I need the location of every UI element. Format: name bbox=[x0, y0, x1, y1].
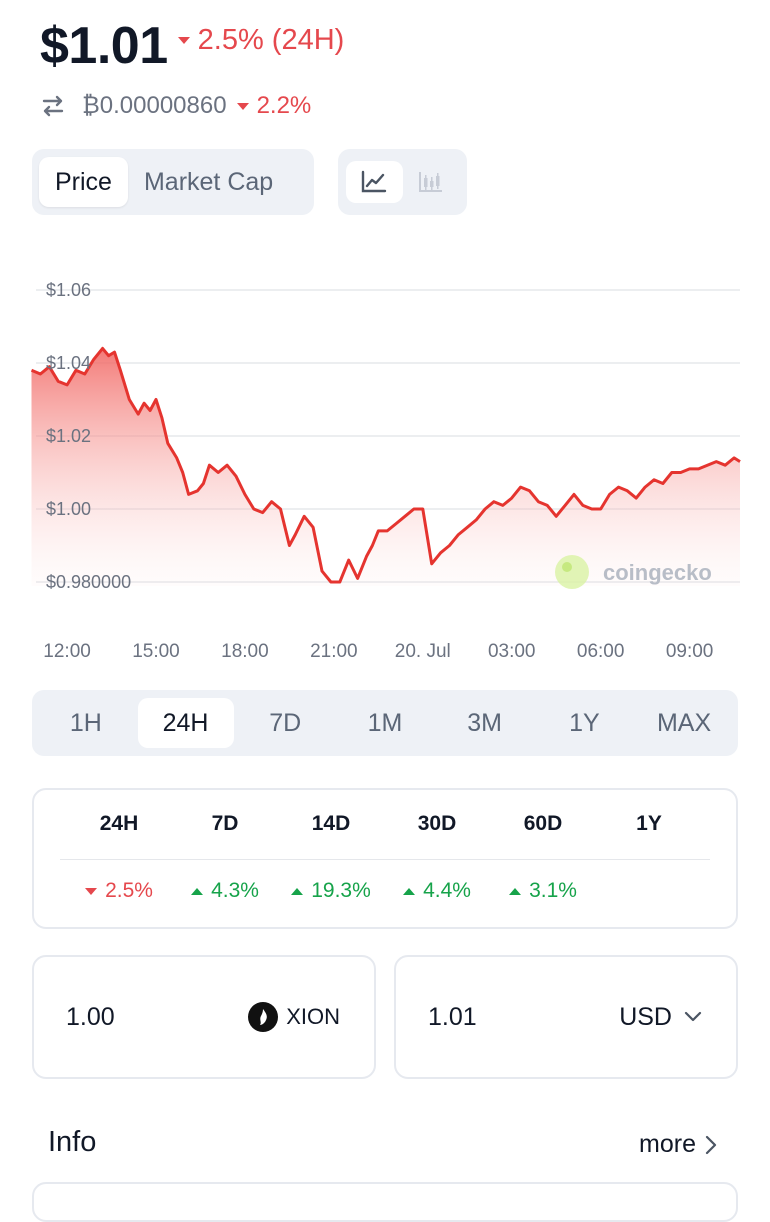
line-chart-icon bbox=[362, 170, 387, 193]
chart-x-axis: 12:00 15:00 18:00 21:00 20. Jul 03:00 06:00 09:… bbox=[43, 641, 713, 662]
y-tick-label: $1.00 bbox=[46, 499, 91, 519]
currency-select[interactable]: USD bbox=[619, 1003, 702, 1032]
chart-price-line bbox=[30, 346, 741, 584]
tab-market-cap[interactable]: Market Cap bbox=[143, 167, 274, 196]
coingecko-logo-icon bbox=[555, 555, 589, 589]
candlestick-chart-button[interactable] bbox=[403, 161, 460, 203]
more-label: more bbox=[639, 1130, 696, 1158]
perf-value-60d: 3.1% bbox=[490, 879, 596, 903]
divider bbox=[60, 859, 710, 860]
x-tick-label: 18:00 bbox=[221, 641, 269, 662]
price-change-24h-text: 2.5% (24H) bbox=[197, 23, 345, 56]
perf-header: 1Y bbox=[636, 812, 662, 835]
perf-value-14d: 19.3% bbox=[278, 879, 384, 903]
chart-metric-toggle: Price Market Cap bbox=[32, 149, 314, 215]
perf-value-24h: 2.5% bbox=[66, 879, 172, 903]
perf-header: 30D bbox=[417, 812, 457, 835]
perf-header: 14D bbox=[311, 812, 351, 835]
to-amount-input[interactable]: 1.01 bbox=[428, 1002, 477, 1031]
x-tick-label: 06:00 bbox=[577, 641, 625, 662]
xion-logo-icon bbox=[248, 1002, 279, 1032]
perf-value-1y bbox=[596, 879, 702, 903]
range-7d[interactable]: 7D bbox=[269, 708, 302, 737]
perf-header: 60D bbox=[523, 812, 563, 835]
range-1y[interactable]: 1Y bbox=[569, 708, 600, 737]
converter-to[interactable]: 1.01 USD bbox=[394, 955, 738, 1079]
x-tick-label: 20. Jul bbox=[395, 641, 451, 662]
converter-from[interactable]: 1.00 XION bbox=[32, 955, 376, 1079]
y-tick-label: $1.02 bbox=[46, 426, 91, 446]
price-line bbox=[30, 346, 741, 584]
price-area bbox=[31, 348, 740, 586]
chart-type-toggle bbox=[338, 149, 467, 215]
currency-label: USD bbox=[619, 1002, 672, 1031]
info-heading: Info bbox=[48, 1126, 97, 1158]
range-max[interactable]: MAX bbox=[656, 708, 712, 737]
price-change-24h: 2.5% (24H) bbox=[177, 23, 345, 57]
more-link[interactable]: more bbox=[639, 1130, 718, 1159]
x-tick-label: 09:00 bbox=[666, 641, 714, 662]
btc-price-row: ₿0.00000860 2.2% bbox=[40, 92, 311, 120]
from-token: XION bbox=[248, 1002, 340, 1032]
perf-header: 7D bbox=[211, 812, 239, 835]
y-tick-label: $1.04 bbox=[46, 353, 91, 373]
performance-value-row: 2.5% 4.3% 19.3% 4.4% 3.1% bbox=[66, 879, 704, 903]
coingecko-watermark: coingecko bbox=[555, 555, 712, 589]
chevron-right-icon bbox=[705, 1135, 717, 1154]
caret-down-icon bbox=[177, 36, 190, 44]
y-tick-label: $0.980000 bbox=[46, 572, 131, 592]
x-tick-label: 21:00 bbox=[310, 641, 358, 662]
btc-price: ₿0.00000860 bbox=[82, 92, 227, 119]
x-tick-label: 12:00 bbox=[43, 641, 91, 662]
btc-change: 2.2% bbox=[236, 92, 312, 120]
performance-header-row: 24H 7D 14D 30D 60D 1Y bbox=[66, 812, 704, 836]
price-chart[interactable]: $1.06 $1.04 $1.02 $1.00 $0.980000 12:00 15:00… bbox=[0, 250, 770, 680]
performance-table: 24H 7D 14D 30D 60D 1Y 2.5% 4.3% 19.3% 4.… bbox=[32, 788, 738, 929]
range-1m[interactable]: 1M bbox=[367, 708, 403, 737]
range-3m[interactable]: 3M bbox=[467, 708, 503, 737]
x-tick-label: 03:00 bbox=[488, 641, 536, 662]
chevron-down-icon bbox=[684, 1011, 702, 1022]
tab-price[interactable]: Price bbox=[39, 157, 128, 207]
x-tick-label: 15:00 bbox=[132, 641, 180, 662]
chart-y-axis: $1.06 $1.04 $1.02 $1.00 $0.980000 bbox=[46, 280, 131, 592]
range-1h[interactable]: 1H bbox=[69, 708, 102, 737]
current-price: $1.01 bbox=[40, 17, 168, 75]
caret-down-icon bbox=[236, 102, 249, 110]
perf-value-30d: 4.4% bbox=[384, 879, 490, 903]
from-amount-input[interactable]: 1.00 bbox=[66, 1002, 115, 1031]
btc-change-text: 2.2% bbox=[256, 92, 312, 119]
from-symbol: XION bbox=[286, 1004, 340, 1029]
perf-header: 24H bbox=[99, 812, 139, 835]
swap-arrows-icon bbox=[42, 95, 64, 117]
y-tick-label: $1.06 bbox=[46, 280, 91, 300]
chart-area-fill bbox=[31, 348, 740, 586]
info-card bbox=[32, 1182, 738, 1222]
time-range-selector: 1H 24H 7D 1M 3M 1Y MAX bbox=[32, 690, 738, 756]
perf-value-7d: 4.3% bbox=[172, 879, 278, 903]
line-chart-button[interactable] bbox=[346, 161, 403, 203]
range-24h[interactable]: 24H bbox=[137, 698, 234, 748]
watermark-text: coingecko bbox=[603, 560, 712, 585]
candlestick-chart-icon bbox=[418, 172, 442, 192]
price-header: $1.01 2.5% (24H) bbox=[40, 14, 344, 78]
